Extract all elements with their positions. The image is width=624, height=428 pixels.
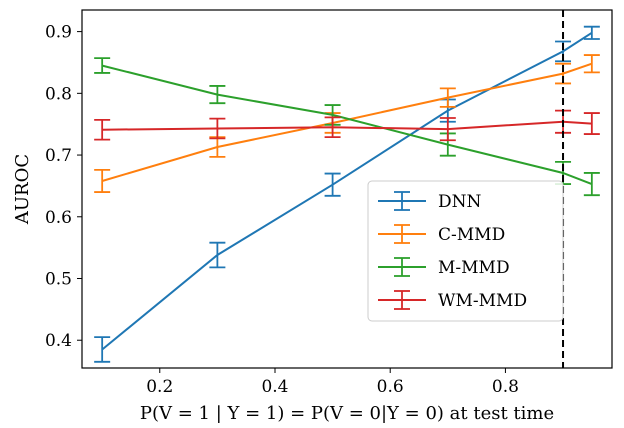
legend-marker bbox=[378, 224, 426, 244]
legend-label: C-MMD bbox=[438, 225, 505, 245]
legend-item-wm-mmd: WM-MMD bbox=[378, 290, 527, 311]
legend-marker bbox=[378, 290, 426, 310]
legend-label: WM-MMD bbox=[438, 291, 527, 311]
series-line-wm-mmd bbox=[102, 120, 592, 131]
y-tick-label: 0.9 bbox=[45, 23, 72, 43]
legend-label: DNN bbox=[438, 192, 482, 212]
series-wm-mmd bbox=[94, 109, 600, 142]
x-tick-label: 0.8 bbox=[492, 377, 519, 397]
legend-box bbox=[367, 180, 564, 322]
error-bar bbox=[583, 25, 600, 40]
error-bar bbox=[94, 336, 111, 363]
error-bar bbox=[94, 168, 111, 193]
legend-item-m-mmd: M-MMD bbox=[378, 257, 510, 278]
error-bar bbox=[583, 112, 600, 135]
y-tick-label: 0.6 bbox=[45, 208, 72, 228]
series-line-m-mmd bbox=[101, 64, 593, 186]
legend-item-dnn: DNN bbox=[378, 191, 482, 212]
error-bar bbox=[439, 117, 456, 142]
error-bar bbox=[94, 118, 111, 141]
y-tick-label: 0.4 bbox=[45, 331, 72, 351]
plot-frame bbox=[81, 9, 613, 369]
x-axis-label: P(V = 1 | Y = 1) = P(V = 0|Y = 0) at tes… bbox=[140, 403, 554, 424]
legend-item-c-mmd: C-MMD bbox=[378, 224, 505, 245]
series-line-c-mmd bbox=[101, 62, 593, 182]
x-tick-label: 0.4 bbox=[261, 377, 288, 397]
error-bar bbox=[94, 57, 111, 74]
series-line-dnn bbox=[101, 31, 593, 351]
x-tick-label: 0.2 bbox=[146, 377, 173, 397]
y-tick-label: 0.8 bbox=[45, 84, 72, 104]
legend-marker bbox=[378, 257, 426, 277]
error-bar bbox=[439, 87, 456, 108]
error-bar bbox=[324, 116, 341, 139]
legend-label: M-MMD bbox=[438, 258, 510, 278]
error-bar bbox=[209, 136, 226, 158]
x-tick-label: 0.6 bbox=[377, 377, 404, 397]
y-tick-label: 0.5 bbox=[45, 270, 72, 290]
error-bar bbox=[583, 172, 600, 197]
legend: DNN C-MMD M-MMD WM-MMD bbox=[367, 180, 564, 322]
legend-marker bbox=[378, 191, 426, 211]
y-tick-label: 0.7 bbox=[45, 146, 72, 166]
error-bar bbox=[324, 172, 341, 197]
series-layer bbox=[94, 25, 600, 363]
error-bar bbox=[209, 241, 226, 269]
error-bar bbox=[209, 85, 226, 105]
error-bar bbox=[209, 117, 226, 140]
y-axis-label: AUROC bbox=[12, 154, 33, 225]
error-bar bbox=[583, 54, 600, 74]
